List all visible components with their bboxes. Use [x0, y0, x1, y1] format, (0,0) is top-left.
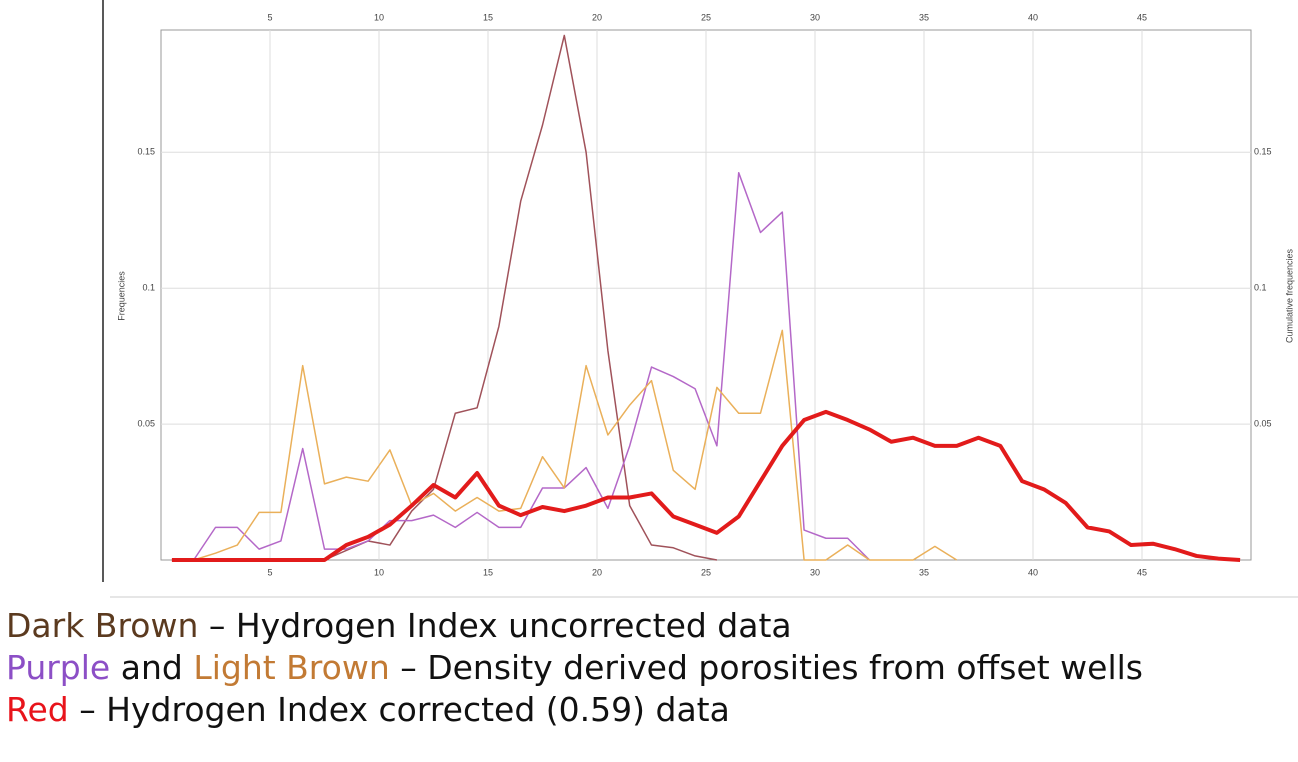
x-top-tick-label: 20 — [592, 12, 602, 22]
y2-tick-label: 0.05 — [1254, 418, 1272, 428]
note-segment: Light Brown — [193, 648, 390, 687]
x-top-tick-label: 40 — [1028, 12, 1038, 22]
chart: Frequencies Cumulative frequencies 5 5 10 1… — [102, 0, 1298, 598]
series-line — [171, 171, 871, 561]
note-segment: and — [110, 648, 194, 687]
note-segment: Red — [6, 690, 69, 729]
note-segment: Purple — [6, 648, 111, 687]
x-tick-label: 25 — [701, 567, 711, 577]
note-segment: – Hydrogen Index corrected (0.59) data — [68, 690, 730, 729]
y-tick-label: 0.05 — [137, 418, 155, 428]
y-tick-label: 0.15 — [137, 147, 155, 157]
y2-tick-label: 0.1 — [1254, 283, 1267, 293]
x-tick-label: 15 — [483, 567, 493, 577]
x-top-tick-label: 5 — [267, 12, 272, 22]
y-tick-label: 0.1 — [142, 283, 155, 293]
note-segment: – Hydrogen Index uncorrected data — [198, 606, 792, 645]
note-segment: – Density derived porosities from offset… — [389, 648, 1143, 687]
x-tick-label: 40 — [1028, 567, 1038, 577]
y2-axis-label: Cumulative frequencies — [1284, 248, 1294, 343]
x-tick-label: 10 — [374, 567, 384, 577]
x-top-tick-label: 10 — [374, 12, 384, 22]
note: Purple and Light Brown – Density derived… — [6, 648, 1143, 687]
x-top-tick-label: 45 — [1137, 12, 1147, 22]
x-top-tick-label: 30 — [810, 12, 820, 22]
series-line — [171, 329, 958, 561]
x-top-tick-label: 15 — [483, 12, 493, 22]
y2-tick-label: 0.15 — [1254, 147, 1272, 157]
note: Dark Brown – Hydrogen Index uncorrected … — [6, 606, 792, 645]
series-line — [171, 409, 1241, 562]
note: Red – Hydrogen Index corrected (0.59) da… — [6, 690, 730, 729]
note-segment: Dark Brown — [6, 606, 199, 645]
x-tick-label: 5 — [267, 567, 272, 577]
y-axis-label: Frequencies — [116, 271, 126, 321]
x-top-tick-label: 25 — [701, 12, 711, 22]
x-top-tick-label: 35 — [919, 12, 929, 22]
x-tick-label: 45 — [1137, 567, 1147, 577]
x-tick-label: 35 — [919, 567, 929, 577]
x-tick-label: 20 — [592, 567, 602, 577]
x-tick-label: 30 — [810, 567, 820, 577]
